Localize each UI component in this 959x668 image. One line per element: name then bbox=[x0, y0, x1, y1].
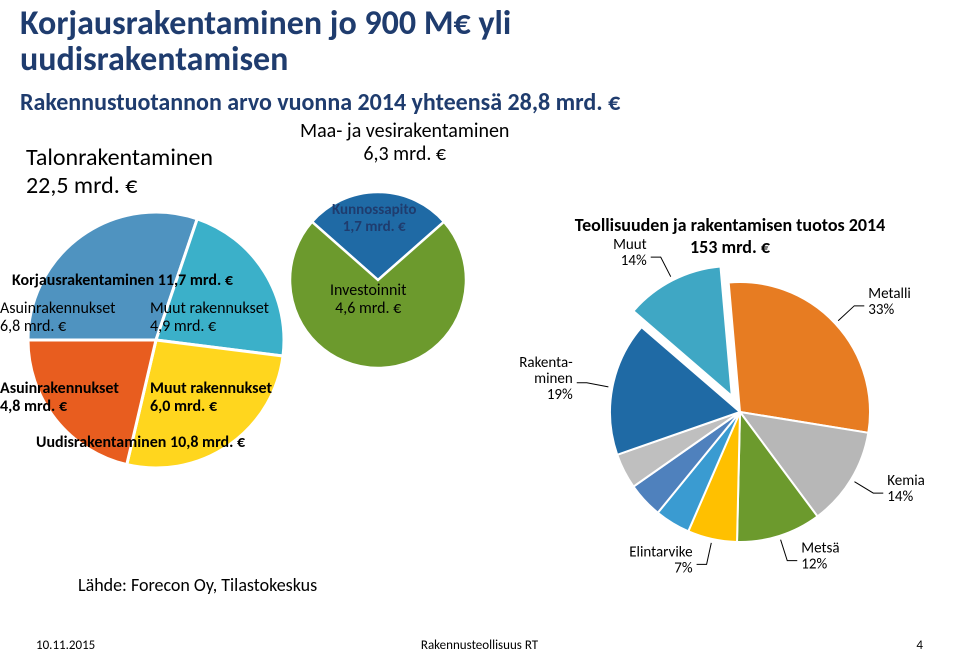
pie-slice-label: Elintarvike7% bbox=[629, 543, 693, 577]
muut1-l1: Muut rakennukset bbox=[150, 300, 269, 318]
pie-slice bbox=[729, 282, 870, 433]
subtitle: Rakennustuotannon arvo vuonna 2014 yhtee… bbox=[20, 88, 620, 117]
page-title: Korjausrakentaminen jo 900 M€ yli uudisr… bbox=[20, 6, 511, 77]
pie-slice-label: Muut14% bbox=[613, 236, 647, 270]
pie-leader bbox=[651, 257, 671, 277]
muut-rakennukset-49-label: Muut rakennukset 4,9 mrd. € bbox=[150, 300, 269, 337]
ind-title-l1: Teollisuuden ja rakentamisen tuotos 2014 bbox=[575, 214, 886, 236]
invest-l2: 4,6 mrd. € bbox=[330, 300, 406, 318]
title-line1: Korjausrakentaminen jo 900 M€ yli bbox=[20, 6, 511, 42]
footer-page: 4 bbox=[916, 638, 923, 653]
investoinnit-label: Investoinnit 4,6 mrd. € bbox=[330, 282, 406, 319]
source-label: Lähde: Forecon Oy, Tilastokeskus bbox=[78, 574, 317, 596]
asuin2-l1: Asuinrakennukset bbox=[0, 380, 119, 398]
title-line2: uudisrakentamisen bbox=[20, 42, 511, 78]
pie-slice-label: Metsä12% bbox=[801, 540, 839, 574]
pie-leader bbox=[838, 306, 864, 321]
maa-line2: 6,3 mrd. € bbox=[300, 143, 509, 166]
muut1-l2: 4,9 mrd. € bbox=[150, 318, 269, 336]
talon-line1: Talonrakentaminen bbox=[26, 144, 213, 172]
pie-slice-label: Kemia14% bbox=[887, 472, 925, 506]
pie-leader bbox=[854, 482, 883, 493]
maa-line1: Maa- ja vesirakentaminen bbox=[300, 120, 509, 143]
muut2-l2: 6,0 mrd. € bbox=[150, 398, 272, 416]
invest-l1: Investoinnit bbox=[330, 282, 406, 300]
footer-center: Rakennusteollisuus RT bbox=[0, 638, 959, 653]
industry-pie-title: Teollisuuden ja rakentamisen tuotos 2014… bbox=[520, 214, 940, 258]
muut-rakennukset-60-label: Muut rakennukset 6,0 mrd. € bbox=[150, 380, 272, 417]
asuinrakennukset-48-label: Asuinrakennukset 4,8 mrd. € bbox=[0, 380, 119, 417]
building-pie-chart bbox=[26, 210, 286, 470]
ind-title-l2: 153 mrd. € bbox=[690, 236, 770, 258]
pie-leader bbox=[577, 383, 609, 387]
talonrakentaminen-label: Talonrakentaminen 22,5 mrd. € bbox=[26, 144, 213, 199]
maa-ja-vesi-label: Maa- ja vesirakentaminen 6,3 mrd. € bbox=[300, 120, 509, 166]
asuin1-l2: 6,8 mrd. € bbox=[0, 318, 115, 336]
uudisrakentaminen-label: Uudisrakentaminen 10,8 mrd. € bbox=[36, 434, 245, 452]
pie-slice-label: Metalli33% bbox=[868, 285, 911, 319]
muut2-l1: Muut rakennukset bbox=[150, 380, 272, 398]
kunno-l2: 1,7 mrd. € bbox=[332, 219, 416, 236]
asuin2-l2: 4,8 mrd. € bbox=[0, 398, 119, 416]
pie-leader bbox=[781, 540, 798, 561]
korjausrakentaminen-label: Korjausrakentaminen 11,7 mrd. € bbox=[12, 272, 233, 290]
talon-line2: 22,5 mrd. € bbox=[26, 172, 213, 200]
industry-pie-chart: Metalli33%Kemia14%Metsä12%Elintarvike7%R… bbox=[590, 262, 890, 562]
asuin1-l1: Asuinrakennukset bbox=[0, 300, 115, 318]
pie-slice-label: Rakenta-minen19% bbox=[519, 354, 573, 404]
asuinrakennukset-68-label: Asuinrakennukset 6,8 mrd. € bbox=[0, 300, 115, 337]
pie-leader bbox=[697, 543, 712, 564]
kunnossapito-label: Kunnossapito 1,7 mrd. € bbox=[332, 202, 416, 237]
kunno-l1: Kunnossapito bbox=[332, 202, 416, 219]
